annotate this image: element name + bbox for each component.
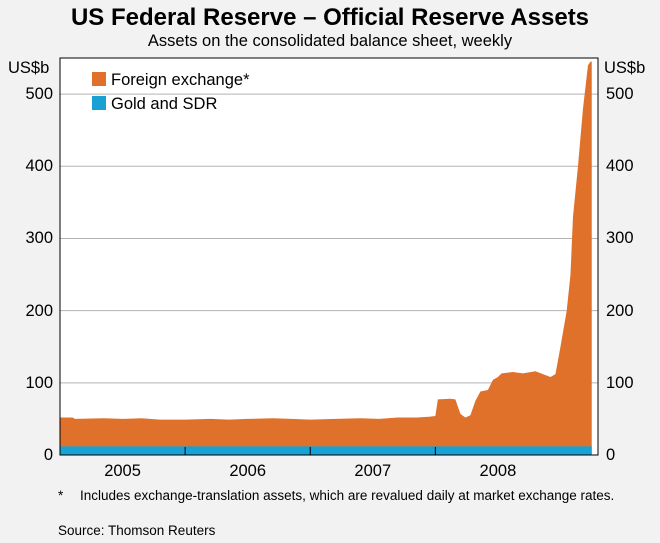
y-tick-left-500: 500 bbox=[25, 85, 53, 104]
chart-subtitle: Assets on the consolidated balance sheet… bbox=[147, 32, 513, 50]
y-axis-unit-right: US$b bbox=[604, 59, 646, 77]
y-tick-left-300: 300 bbox=[25, 229, 53, 248]
y-tick-right-0: 0 bbox=[606, 446, 616, 464]
chart-title: US Federal Reserve – Official Reserve As… bbox=[70, 4, 590, 31]
y-tick-right-300: 300 bbox=[606, 229, 634, 248]
x-tick-2008: 2008 bbox=[479, 462, 517, 480]
y-tick-left-0: 0 bbox=[43, 446, 53, 464]
y-tick-right-400: 400 bbox=[606, 157, 634, 176]
x-tick-2005: 2005 bbox=[104, 462, 141, 480]
source-note: Source: Thomson Reuters bbox=[58, 523, 216, 538]
x-tick-2007: 2007 bbox=[354, 462, 392, 480]
y-tick-left-200: 200 bbox=[25, 301, 53, 320]
y-tick-right-500: 500 bbox=[606, 85, 634, 104]
y-tick-left-400: 400 bbox=[25, 157, 53, 176]
y-tick-left-100: 100 bbox=[25, 373, 53, 392]
x-tick-2006: 2006 bbox=[229, 462, 267, 480]
plot-frame bbox=[59, 57, 599, 456]
footnote-marker: * bbox=[58, 488, 64, 503]
legend-label-0: Foreign exchange* bbox=[111, 71, 250, 89]
y-axis-unit-left: US$b bbox=[8, 59, 50, 77]
series-gold-sdr-area bbox=[60, 446, 592, 455]
footnote-text: Includes exchange-translation assets, wh… bbox=[80, 488, 615, 503]
legend-swatch-0 bbox=[92, 72, 106, 86]
legend-label-1: Gold and SDR bbox=[111, 95, 217, 113]
series-foreign-exchange-area bbox=[60, 61, 592, 456]
y-tick-right-200: 200 bbox=[606, 301, 634, 320]
y-tick-right-100: 100 bbox=[606, 373, 634, 392]
legend-swatch-1 bbox=[92, 96, 106, 110]
